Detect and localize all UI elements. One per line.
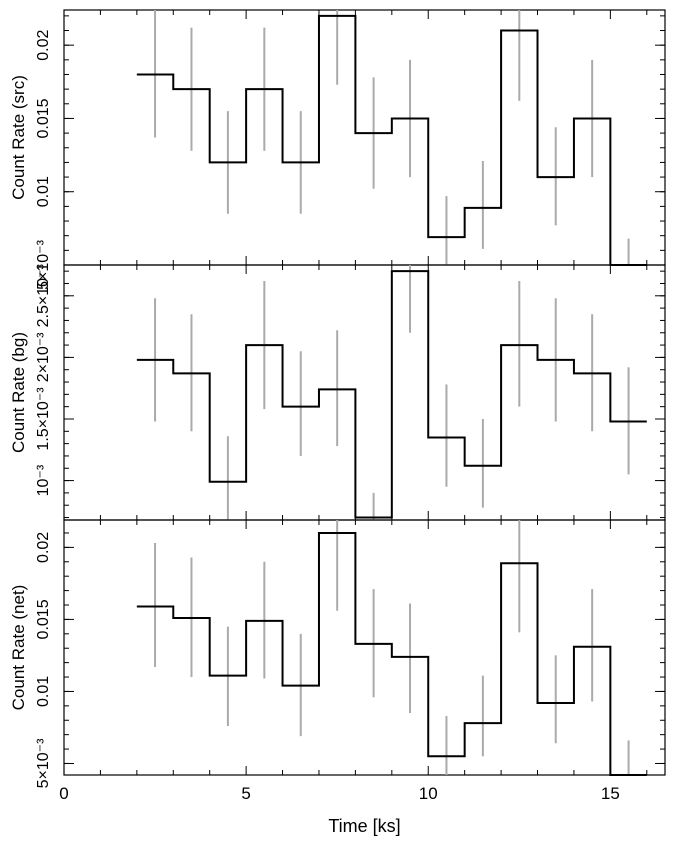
y-axis-title-src: Count Rate (src) bbox=[9, 75, 28, 200]
step-line-net bbox=[136, 531, 647, 776]
step-line-bg bbox=[136, 270, 647, 519]
step-line-src bbox=[136, 14, 647, 266]
y-tick-label-net: 5×10⁻³ bbox=[35, 738, 52, 788]
y-tick-label-net: 0.015 bbox=[35, 599, 52, 639]
y-tick-label-bg: 10⁻³ bbox=[35, 464, 52, 496]
y-tick-label-bg: 2×10⁻³ bbox=[35, 332, 52, 382]
y-tick-label-net: 0.01 bbox=[35, 676, 52, 707]
x-tick-label: 5 bbox=[241, 784, 250, 803]
y-tick-label-src: 0.015 bbox=[35, 98, 52, 138]
panel-frame-net bbox=[63, 519, 666, 776]
y-axis-title-bg: Count Rate (bg) bbox=[9, 332, 28, 453]
y-axis-title-net: Count Rate (net) bbox=[9, 585, 28, 711]
x-tick-label: 15 bbox=[601, 784, 620, 803]
x-tick-label: 10 bbox=[419, 784, 438, 803]
x-tick-label: 0 bbox=[59, 784, 68, 803]
x-axis-title: Time [ks] bbox=[328, 816, 400, 836]
y-tick-label-bg: 2.5×10⁻³ bbox=[35, 264, 52, 328]
y-tick-label-src: 0.02 bbox=[35, 30, 52, 61]
y-tick-label-src: 0.01 bbox=[35, 176, 52, 207]
y-tick-label-src: 5×10⁻³ bbox=[35, 239, 52, 289]
y-tick-label-net: 0.02 bbox=[35, 532, 52, 563]
y-tick-label-bg: 1.5×10⁻³ bbox=[35, 387, 52, 451]
